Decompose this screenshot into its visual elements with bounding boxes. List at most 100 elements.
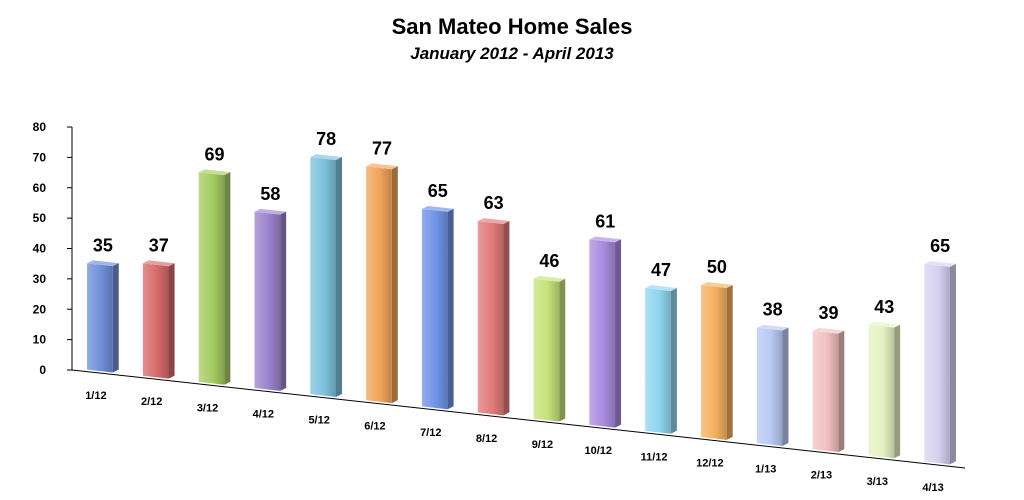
bar-front-face xyxy=(421,208,448,410)
data-label: 65 xyxy=(930,236,950,256)
y-tick-label: 40 xyxy=(33,242,47,256)
bar-side-face xyxy=(838,330,845,453)
bar-top-face xyxy=(477,218,510,224)
bar-front-face xyxy=(868,324,895,459)
bar-1-13 xyxy=(756,324,789,446)
bar-top-face xyxy=(87,260,119,267)
x-tick-label: 5/12 xyxy=(308,415,329,427)
data-label: 38 xyxy=(763,300,783,320)
x-tick-label: 3/12 xyxy=(197,402,218,414)
x-tick-label: 8/12 xyxy=(476,433,497,445)
chart-subtitle: January 2012 - April 2013 xyxy=(410,44,614,63)
bar-4-12 xyxy=(254,208,287,391)
bar-top-face xyxy=(142,260,175,267)
data-label: 78 xyxy=(316,129,336,149)
x-tick-label: 4/13 xyxy=(922,482,943,494)
data-label: 69 xyxy=(205,144,225,164)
data-label: 46 xyxy=(539,251,559,271)
bar-side-face xyxy=(112,263,119,373)
bar-6-12 xyxy=(366,163,398,404)
data-label: 77 xyxy=(372,138,392,158)
bar-front-face xyxy=(366,166,392,404)
bar-side-face xyxy=(280,211,287,391)
bar-top-face xyxy=(756,324,789,331)
x-axis-line xyxy=(71,369,966,469)
bar-side-face xyxy=(615,239,622,428)
bar-front-face xyxy=(645,288,671,434)
x-tick-label: 6/12 xyxy=(364,421,385,433)
x-tick-label: 9/12 xyxy=(532,439,553,451)
bar-2-13 xyxy=(812,327,845,453)
y-tick-label: 20 xyxy=(33,302,47,316)
chart-bars xyxy=(87,154,956,465)
data-label: 61 xyxy=(595,211,615,231)
bar-top-face xyxy=(589,236,622,243)
bar-front-face xyxy=(924,264,950,465)
data-label: 50 xyxy=(707,257,727,277)
x-tick-label: 3/13 xyxy=(867,476,888,488)
bar-front-face xyxy=(477,221,504,416)
y-tick-label: 0 xyxy=(39,363,46,377)
bar-top-face xyxy=(812,327,845,334)
bar-3-13 xyxy=(868,321,901,459)
bar-top-face xyxy=(366,163,398,170)
chart-labels: 35 1/12 37 2/12 69 3/12 58 4/12 78 5/12 77 6/12 65 7/… xyxy=(85,129,950,494)
bar-front-face xyxy=(533,278,560,422)
bar-front-face xyxy=(87,263,113,373)
bar-side-face xyxy=(782,327,789,446)
bar-top-face xyxy=(701,282,733,288)
bar-front-face xyxy=(310,157,336,397)
data-label: 37 xyxy=(149,235,169,255)
bar-1-12 xyxy=(87,260,119,373)
bar-12-12 xyxy=(701,282,733,440)
x-tick-label: 12/12 xyxy=(696,457,724,469)
bar-side-face xyxy=(391,166,398,404)
bar-5-12 xyxy=(310,154,342,397)
data-label: 35 xyxy=(93,235,113,255)
bar-7-12 xyxy=(421,205,454,410)
bar-side-face xyxy=(335,157,342,397)
x-tick-label: 10/12 xyxy=(584,445,612,457)
bar-top-face xyxy=(645,285,677,291)
bar-side-face xyxy=(949,263,956,465)
x-tick-label: 1/12 xyxy=(85,390,106,402)
bar-front-face xyxy=(701,285,727,440)
y-tick-label: 70 xyxy=(33,150,47,164)
y-tick-label: 50 xyxy=(33,211,47,225)
data-label: 63 xyxy=(484,193,504,213)
chart-axes: 0 10 20 30 40 50 60 70 80 xyxy=(33,120,966,469)
x-tick-label: 2/13 xyxy=(811,470,832,482)
bar-top-face xyxy=(421,205,454,212)
bar-side-face xyxy=(670,287,677,434)
bar-top-face xyxy=(254,208,287,215)
bar-top-face xyxy=(924,261,956,267)
x-tick-label: 4/12 xyxy=(253,408,274,420)
bar-top-face xyxy=(310,154,342,161)
data-label: 43 xyxy=(874,297,894,317)
bar-front-face xyxy=(142,263,169,379)
x-tick-label: 2/12 xyxy=(141,396,162,408)
bar-top-face xyxy=(198,169,231,176)
data-label: 47 xyxy=(651,260,671,280)
bar-top-face xyxy=(533,275,566,282)
y-tick-label: 30 xyxy=(33,272,47,286)
bar-9-12 xyxy=(533,275,566,422)
x-tick-label: 1/13 xyxy=(755,464,776,476)
y-tick-label: 60 xyxy=(33,181,47,195)
bar-2-12 xyxy=(142,260,175,379)
bar-side-face xyxy=(168,263,175,379)
bar-front-face xyxy=(589,239,616,428)
bar-front-face xyxy=(756,327,783,446)
y-tick-label: 10 xyxy=(33,333,47,347)
bar-10-12 xyxy=(589,236,622,428)
bar-3-12 xyxy=(198,169,231,385)
chart-title: San Mateo Home Sales xyxy=(391,14,633,39)
data-label: 65 xyxy=(428,181,448,201)
bar-side-face xyxy=(447,208,454,410)
data-label: 58 xyxy=(260,184,280,204)
bar-top-face xyxy=(868,321,901,328)
y-tick-label: 80 xyxy=(33,120,47,134)
bar-side-face xyxy=(503,220,510,416)
bar-8-12 xyxy=(477,218,510,416)
